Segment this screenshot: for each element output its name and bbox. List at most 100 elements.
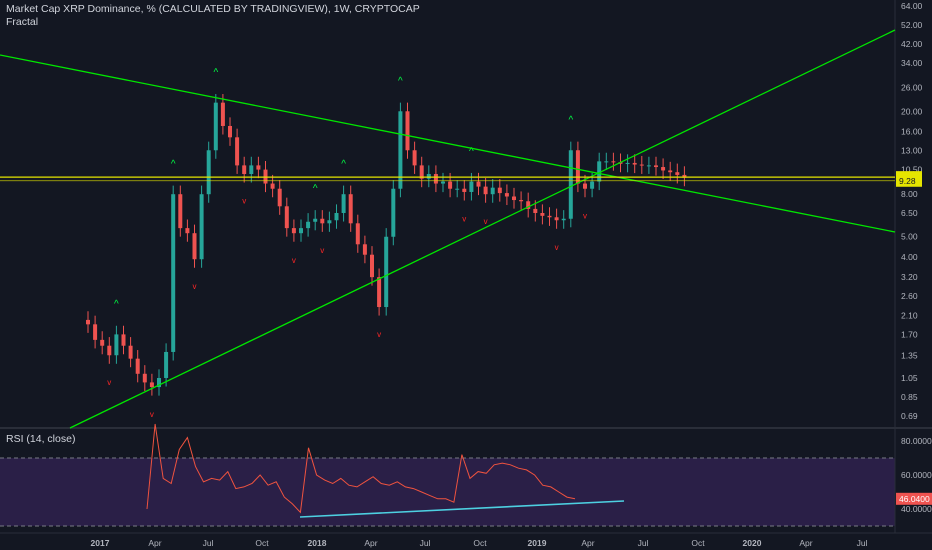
candle-body — [256, 165, 261, 170]
price-axis-tick: 2.10 — [901, 310, 918, 320]
candle-body — [476, 181, 481, 187]
candle-body — [675, 172, 680, 175]
fractal-up-marker: ^ — [398, 76, 403, 87]
time-axis-tick: Oct — [473, 538, 487, 548]
candle-body — [604, 161, 609, 163]
candle-body — [178, 194, 183, 229]
fractal-down-marker: v — [583, 211, 587, 220]
time-axis-tick: 2018 — [308, 538, 327, 548]
candle-body — [455, 188, 460, 190]
candle-body — [597, 161, 602, 182]
time-axis-tick: Oct — [691, 538, 705, 548]
time-axis-tick: Jul — [638, 538, 649, 548]
price-axis-tick: 3.20 — [901, 272, 918, 282]
candle-body — [320, 218, 325, 224]
candle-body — [362, 244, 367, 255]
candle-body — [519, 200, 524, 202]
rsi-axis-tick: 80.0000 — [901, 436, 932, 446]
fractal-up-marker: ^ — [568, 115, 573, 126]
candle-body — [291, 228, 296, 234]
candle-body — [512, 196, 516, 201]
fractal-down-marker: v — [107, 378, 111, 387]
candle-body — [639, 164, 644, 166]
candle-body — [327, 220, 332, 224]
fractal-up-marker: ^ — [313, 184, 318, 195]
candle-body — [419, 165, 424, 179]
candle-body — [426, 174, 431, 179]
rsi-axis-tick: 60.0000 — [901, 470, 932, 480]
fractal-down-marker: v — [377, 330, 381, 339]
candle-body — [462, 188, 467, 192]
candle-body — [625, 162, 630, 164]
price-badge-text: 9.28 — [899, 176, 916, 186]
ascending-trendline — [69, 29, 896, 429]
candle-body — [192, 233, 197, 260]
fractal-up-marker: ^ — [213, 67, 218, 78]
price-axis-tick: 1.70 — [901, 329, 918, 339]
chart-title: Market Cap XRP Dominance, % (CALCULATED … — [6, 3, 420, 15]
fractal-up-marker: ^ — [171, 159, 176, 170]
rsi-line — [146, 423, 576, 514]
candle-body — [235, 137, 240, 166]
time-axis-tick: Jul — [203, 538, 214, 548]
candle-body — [384, 236, 389, 308]
price-axis-tick: 42.00 — [901, 39, 923, 49]
candles — [86, 94, 687, 396]
candle-body — [220, 102, 225, 126]
fractal-up-marker: ^ — [114, 299, 119, 310]
candle-body — [128, 345, 133, 359]
price-axis-tick: 2.60 — [901, 291, 918, 301]
rsi-band — [0, 458, 895, 526]
candle-body — [611, 161, 616, 163]
candle-body — [433, 174, 438, 184]
price-axis-tick: 0.85 — [901, 392, 918, 402]
candle-body — [483, 186, 488, 195]
candle-body — [100, 339, 105, 346]
candle-body — [668, 170, 673, 173]
candle-body — [213, 102, 218, 151]
candle-body — [547, 215, 552, 218]
price-axis-tick: 1.05 — [901, 373, 918, 383]
candle-body — [391, 188, 396, 237]
candle-body — [228, 125, 232, 138]
candle-body — [157, 377, 161, 388]
rsi-value-text: 46.0400 — [899, 494, 930, 504]
candle-body — [164, 351, 169, 378]
candle-body — [646, 165, 651, 167]
fractal-down-marker: v — [320, 246, 324, 255]
candle-body — [583, 183, 587, 189]
candle-body — [313, 218, 318, 222]
candle-body — [121, 334, 126, 346]
candle-body — [490, 187, 495, 195]
candle-body — [348, 194, 353, 224]
price-axis-tick: 16.00 — [901, 126, 923, 136]
candle-body — [284, 206, 289, 229]
candle-body — [540, 213, 545, 216]
candle-body — [270, 183, 275, 189]
price-axis-tick: 4.00 — [901, 252, 918, 262]
candle-body — [682, 174, 687, 178]
fractal-down-marker: v — [242, 197, 246, 206]
candle-body — [568, 150, 573, 219]
candle-body — [199, 194, 204, 260]
candle-body — [171, 194, 176, 352]
price-axis-tick: 52.00 — [901, 20, 923, 30]
price-axis-tick: 13.00 — [901, 145, 923, 155]
price-axis-tick: 8.00 — [901, 189, 918, 199]
candle-body — [661, 167, 666, 171]
price-axis-tick: 5.00 — [901, 232, 918, 242]
candle-body — [107, 345, 112, 356]
candle-body — [448, 181, 453, 189]
fractal-down-marker: v — [193, 282, 197, 291]
price-axis-tick: 0.69 — [901, 411, 918, 421]
fractal-up-marker: ^ — [341, 159, 346, 170]
time-axis-tick: Jul — [420, 538, 431, 548]
candle-body — [377, 277, 382, 308]
candle-body — [398, 111, 403, 189]
candle-body — [554, 217, 559, 221]
candle-body — [632, 162, 637, 165]
candle-body — [370, 254, 374, 278]
rsi-label: RSI (14, close) — [6, 433, 76, 445]
